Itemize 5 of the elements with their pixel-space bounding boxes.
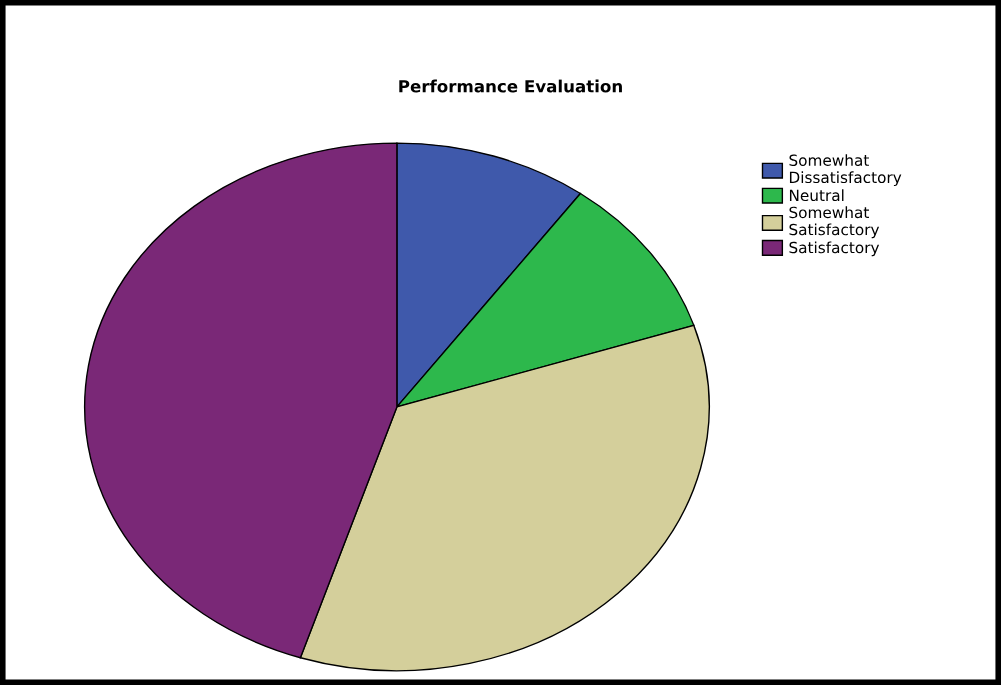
legend-label: Somewhat Satisfactory bbox=[789, 206, 880, 239]
legend-label: Neutral bbox=[789, 189, 844, 202]
chart-title: Performance Evaluation bbox=[399, 79, 622, 93]
legend-label: Satisfactory bbox=[789, 241, 880, 257]
legend-label: Somewhat Dissatisfactory bbox=[789, 154, 902, 187]
